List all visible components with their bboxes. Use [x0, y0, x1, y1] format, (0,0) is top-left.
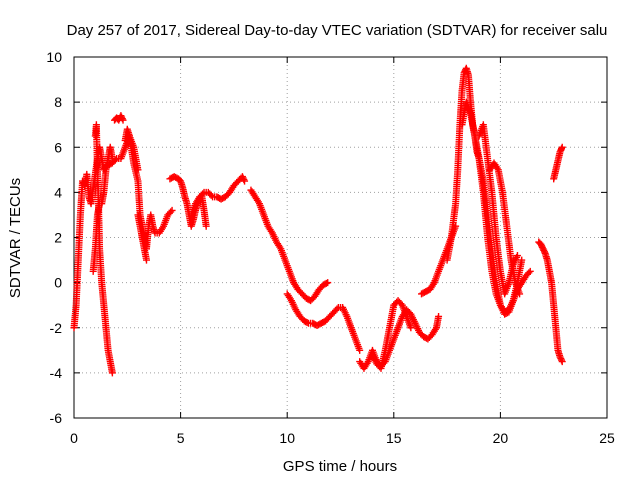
data-point [558, 145, 566, 153]
data-point [207, 191, 215, 199]
axis-ticks: 0 5 10 15 20 25 -6 -4 -2 0 2 4 6 8 10 [46, 49, 615, 446]
series-arc-9 [187, 173, 249, 219]
data-point [407, 324, 415, 332]
data-point [435, 312, 443, 320]
plot-frame [73, 56, 608, 419]
series-arc-8 [166, 173, 210, 230]
y-tick-label: -6 [50, 410, 63, 426]
data-point [111, 156, 119, 164]
data-point [540, 248, 548, 256]
data-point [333, 305, 341, 313]
data-point [324, 279, 332, 287]
data-point [119, 116, 127, 124]
chart-title: Day 257 of 2017, Sidereal Day-to-day VTE… [67, 22, 608, 39]
series-arc-13 [368, 297, 415, 372]
data-point [525, 269, 533, 277]
series-arc-16 [458, 98, 526, 318]
data-point [118, 115, 126, 123]
series-arc-12 [356, 306, 443, 372]
series-arc-5 [111, 112, 127, 124]
series-arc-3 [89, 143, 116, 275]
data-series [70, 64, 566, 377]
grid [74, 57, 607, 418]
data-point [241, 177, 249, 185]
data-point [322, 279, 330, 287]
series-arc-20 [550, 143, 566, 183]
data-point [513, 252, 521, 260]
data-point [558, 356, 566, 364]
data-point [168, 206, 176, 214]
y-tick-label: 4 [54, 184, 62, 200]
series-arc-7 [134, 211, 150, 264]
data-point [516, 290, 524, 298]
x-axis-label: GPS time / hours [283, 458, 397, 475]
data-point [558, 143, 566, 151]
x-tick-label: 25 [599, 430, 615, 446]
data-point [202, 222, 210, 230]
y-tick-label: 8 [54, 94, 62, 110]
x-tick-label: 0 [70, 430, 78, 446]
y-tick-label: 10 [46, 49, 62, 65]
x-tick-label: 20 [493, 430, 509, 446]
series-arc-10 [247, 186, 332, 305]
series-arc-18 [486, 159, 524, 298]
series-arc-19 [535, 238, 566, 366]
series-arc-11 [283, 290, 364, 354]
y-tick-label: 0 [54, 275, 62, 291]
data-point [356, 346, 364, 354]
data-point [526, 267, 534, 275]
data-point [142, 256, 150, 264]
y-tick-label: 6 [54, 139, 62, 155]
x-tick-label: 5 [177, 430, 185, 446]
data-point [240, 176, 248, 184]
data-point [167, 208, 175, 216]
data-point [558, 358, 566, 366]
data-point [303, 318, 311, 326]
x-tick-label: 15 [386, 430, 402, 446]
y-tick-label: -2 [50, 320, 63, 336]
y-axis-label: SDTVAR / TECUs [7, 178, 24, 298]
data-point [518, 256, 526, 264]
x-tick-label: 10 [279, 430, 295, 446]
y-tick-label: -4 [50, 365, 63, 381]
y-tick-label: 2 [54, 230, 62, 246]
data-point [199, 190, 207, 198]
series-arc-6 [121, 125, 176, 253]
data-point [108, 369, 116, 377]
